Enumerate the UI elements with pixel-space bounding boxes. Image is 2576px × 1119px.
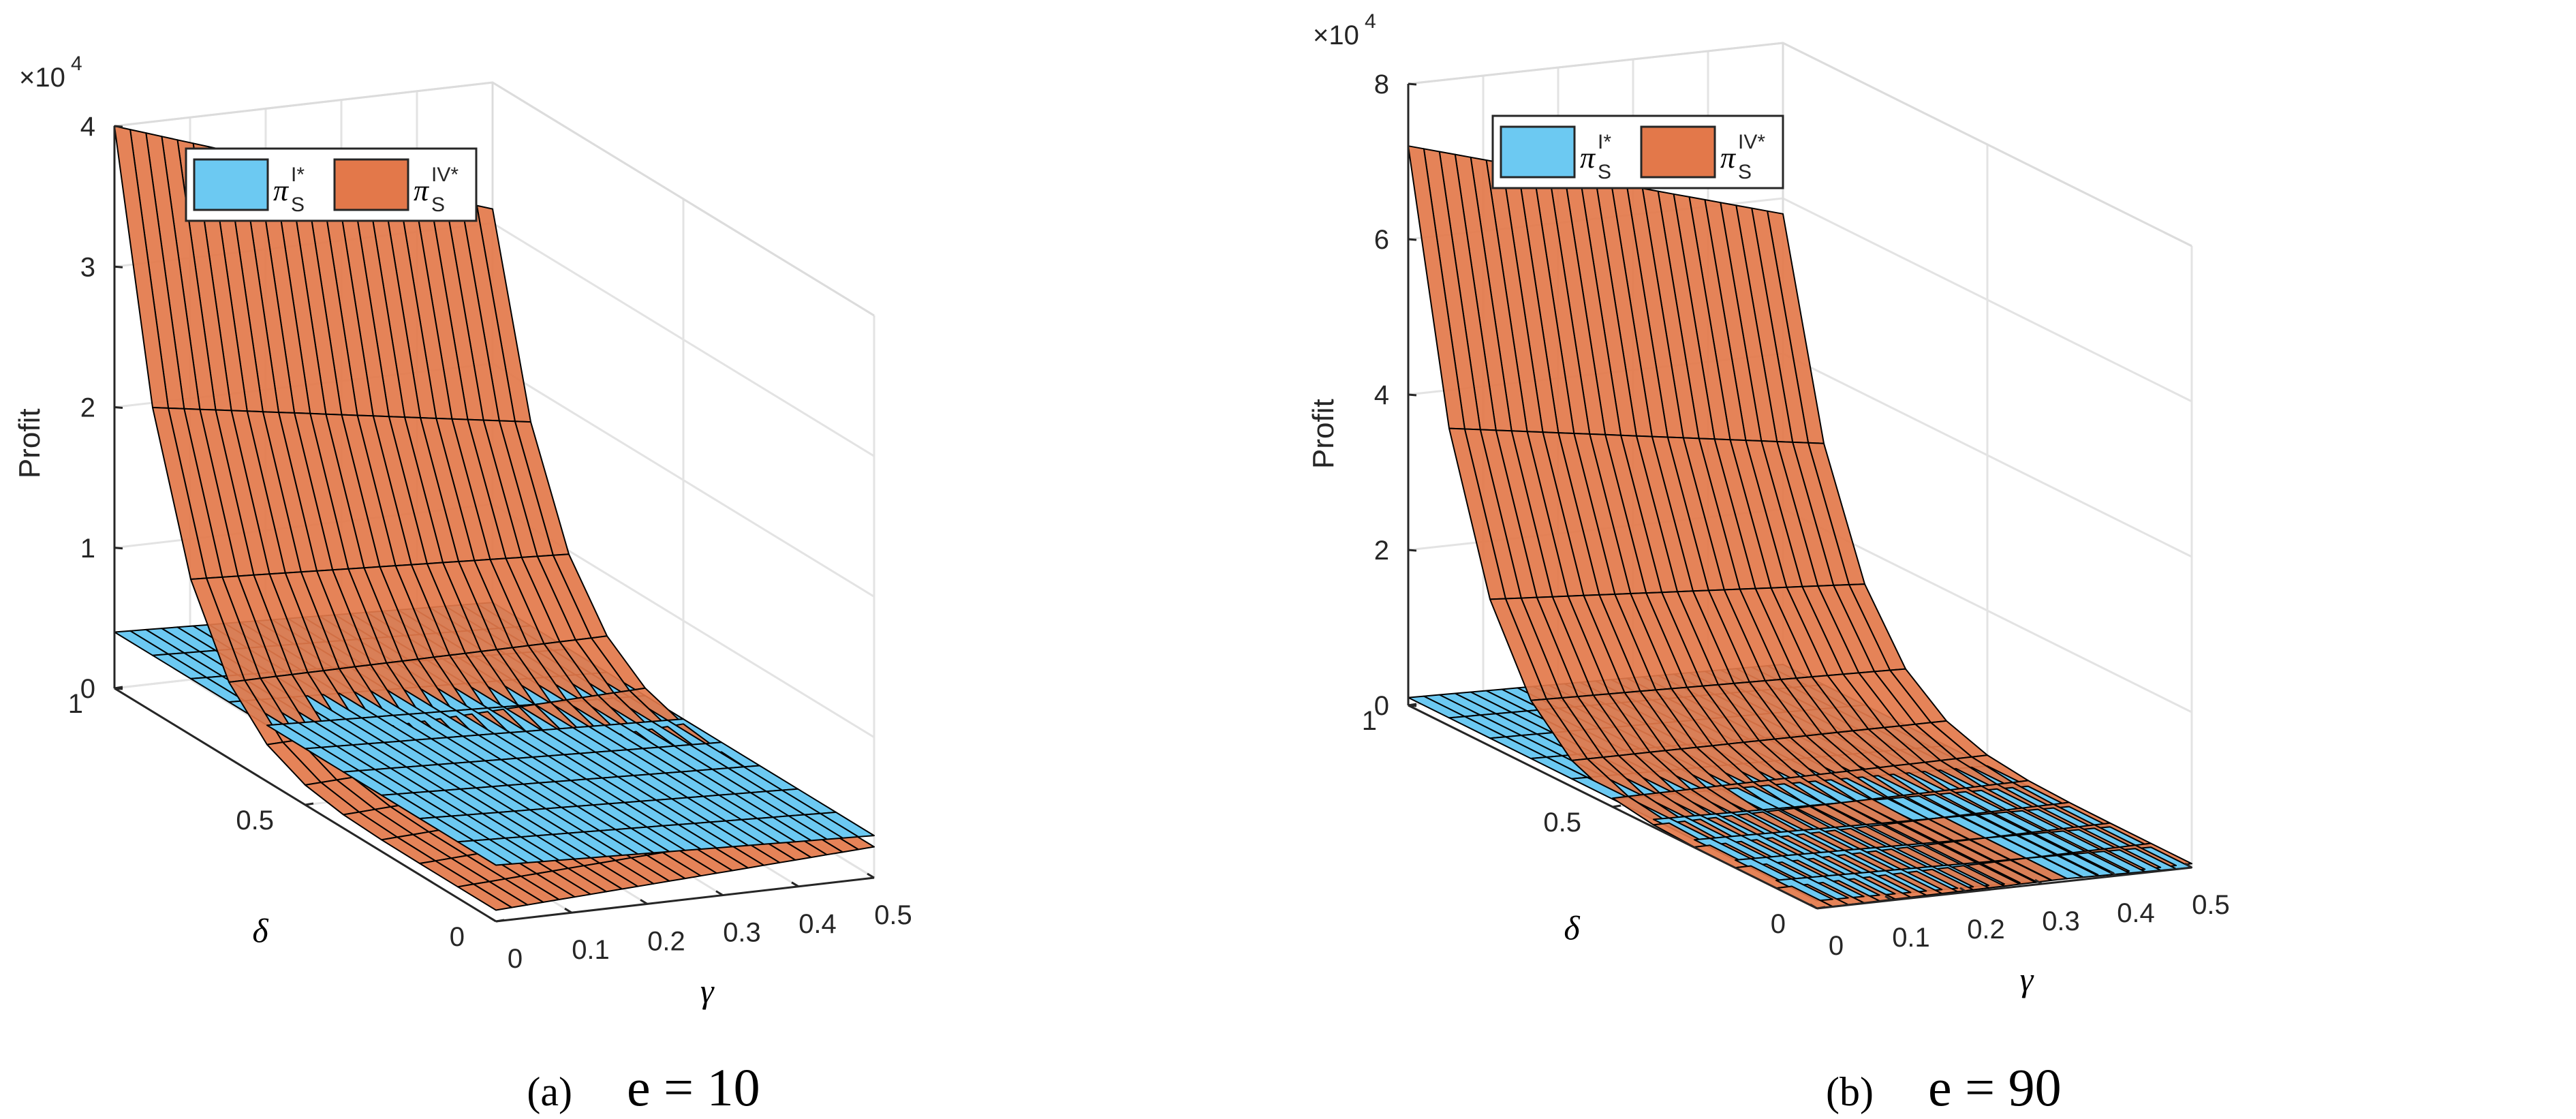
panel-caption-text: e = 10 (627, 1058, 760, 1117)
profit-tick (1408, 549, 1417, 552)
delta-tick (1816, 906, 1826, 910)
delta-axis-label: δ (252, 911, 268, 949)
legend-label: π (1580, 141, 1596, 174)
gamma-tick (1884, 895, 1893, 902)
delta-tick-label: 0 (450, 922, 465, 952)
legend: π SI* π SIV* (185, 147, 478, 222)
legend-label: π (1720, 141, 1737, 174)
delta-tick-label: 0.5 (236, 806, 274, 836)
legend-sup: I* (1598, 131, 1611, 153)
exponent-base: ×10 (1313, 20, 1359, 50)
exponent-power: 4 (71, 52, 82, 75)
surface-quad-pi-s-i (457, 840, 513, 866)
delta-tick-label: 0.5 (1543, 808, 1581, 838)
exponent-base: ×10 (19, 63, 65, 93)
gamma-tick (2109, 870, 2117, 877)
gamma-tick-label: 0.1 (1892, 923, 1930, 953)
profit-tick-label: 2 (80, 393, 95, 423)
panel-label: (b) (1826, 1069, 1874, 1114)
profit-tick (114, 265, 123, 269)
gamma-tick (791, 881, 799, 888)
profit-tick (114, 125, 123, 128)
exponent-power: 4 (1365, 10, 1376, 33)
panel-caption-text: e = 90 (1928, 1058, 2062, 1117)
gamma-tick-label: 0.1 (572, 935, 610, 965)
gamma-tick (867, 872, 875, 879)
gamma-tick-label: 0.4 (2117, 898, 2155, 928)
profit-tick-label: 6 (1374, 225, 1389, 255)
profit-tick-label: 3 (80, 252, 95, 282)
delta-tick-label: 1 (68, 689, 83, 719)
profit-tick-label: 0 (1374, 691, 1389, 721)
legend-swatch (193, 158, 269, 211)
exponent-label: ×10 4 (1313, 10, 1376, 50)
legend-label: π (414, 174, 430, 207)
profit-tick-label: 1 (80, 534, 95, 564)
gamma-tick-label: 0 (1829, 931, 1844, 961)
delta-tick-label: 1 (1362, 706, 1377, 736)
profit-tick (1408, 238, 1417, 241)
legend-swatch (1500, 125, 1576, 179)
surfaces (114, 125, 875, 911)
gamma-tick (1959, 887, 1968, 893)
legend-swatch (1640, 125, 1716, 179)
gamma-axis-line (495, 876, 875, 923)
profit-tick-label: 4 (1374, 380, 1389, 410)
profit-tick-label: 4 (80, 112, 95, 142)
gamma-axis-line (1816, 866, 2192, 910)
delta-tick (1612, 804, 1621, 808)
gamma-tick-label: 0.5 (2192, 890, 2230, 920)
panel-label: (a) (527, 1069, 572, 1114)
gamma-tick-label: 0.3 (723, 918, 761, 948)
profit-tick (1408, 82, 1417, 86)
legend: π SI* π SIV* (1491, 114, 1784, 189)
gamma-tick (564, 907, 572, 914)
delta-tick (305, 802, 314, 806)
profit-tick-label: 0 (80, 674, 95, 704)
gamma-tick (2034, 878, 2043, 885)
gamma-tick-label: 0.4 (798, 909, 837, 939)
panel-caption: (a) e = 10 (527, 1058, 760, 1117)
exponent-label: ×10 4 (19, 52, 82, 93)
gamma-tick-label: 0.3 (2042, 906, 2080, 936)
axes: 0 0.1 0.2 0.3 0.4 0.5 γ 0 0.5 1 δ 0 2 4 6 8 Profit ×10 4 (1307, 10, 2230, 998)
gamma-axis-label: γ (2020, 960, 2034, 998)
delta-tick (495, 919, 505, 923)
legend-sup: I* (291, 164, 305, 186)
legend-label: π (273, 174, 290, 207)
profit-axis-label: Profit (13, 408, 46, 478)
profit-tick-label: 2 (1374, 536, 1389, 566)
gamma-tick-label: 0.5 (874, 900, 912, 930)
legend-sub: S (1738, 161, 1752, 183)
profit-tick (114, 687, 123, 690)
gamma-tick (2184, 862, 2192, 869)
surfaces (1408, 145, 2192, 909)
surface-quad-pi-s-iv (457, 883, 513, 911)
legend-sub: S (291, 194, 305, 216)
delta-axis-label: δ (1564, 909, 1580, 947)
gamma-tick (715, 890, 724, 896)
legend-sup: IV* (431, 164, 459, 186)
delta-tick-label: 0 (1771, 909, 1786, 939)
gamma-tick-label: 0.2 (647, 926, 685, 956)
legend-sup: IV* (1738, 131, 1765, 153)
profit-tick (114, 547, 123, 550)
gamma-tick-label: 0 (508, 944, 523, 974)
profit-tick-label: 8 (1374, 70, 1389, 99)
gamma-tick-label: 0.2 (1967, 915, 2005, 945)
legend-sub: S (1598, 161, 1611, 183)
profit-axis-label: Profit (1307, 399, 1340, 469)
gamma-axis-label: γ (700, 972, 715, 1010)
legend-swatch (333, 158, 409, 211)
legend-sub: S (431, 194, 445, 216)
profit-tick (1408, 704, 1417, 707)
gamma-tick (640, 899, 648, 905)
panel-caption: (b) e = 90 (1826, 1058, 2062, 1117)
